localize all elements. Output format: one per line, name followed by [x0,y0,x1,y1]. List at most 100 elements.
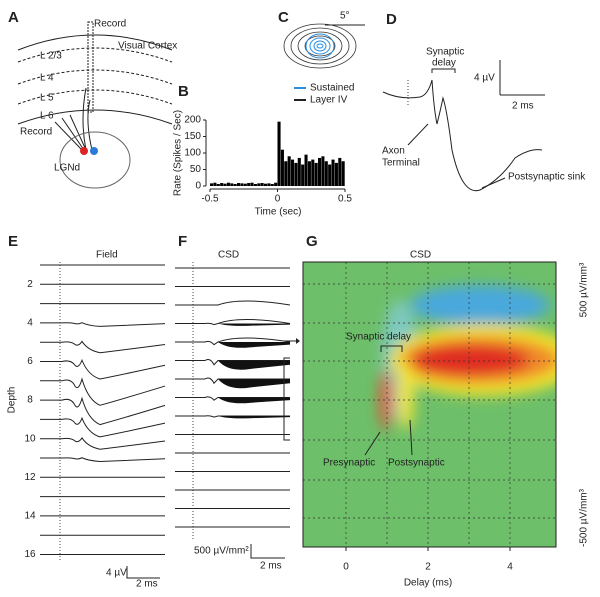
panel-title: CSD [218,250,239,261]
bar [243,183,247,186]
label: Visual Cortex [118,41,177,52]
field-trace [40,396,166,426]
field-trace [40,377,166,406]
label: Presynaptic [323,458,375,469]
bar [247,183,251,186]
bar [216,184,220,186]
bar [226,182,230,186]
bar [237,183,241,186]
scale-label: 500 µV/mm² [194,546,249,557]
label: Axon [382,146,405,157]
bar [267,183,271,186]
white-matter [17,109,173,125]
scale-label: 2 ms [260,561,282,572]
arrow [364,431,381,456]
csd-trace [175,337,291,346]
y-tick-label: 100 [184,148,201,159]
bar [287,156,291,186]
bar [338,157,342,186]
panel-label: D [386,11,397,28]
bar [294,162,298,186]
layer-label: L 2/3 [40,51,62,62]
bar [318,157,322,186]
panel-d: D Synaptic delay 4 µV 2 ms Axon Terminal… [382,11,586,192]
field-trace [40,457,166,463]
panel-label: B [178,83,189,100]
bar [341,161,345,186]
bar [331,159,335,186]
electrode [87,21,94,113]
bar [240,183,244,186]
colorbar-label: 500 µV/mm³ [579,262,590,317]
bar [307,161,311,186]
label: LGNd [54,163,80,174]
legend-label: Sustained [310,83,354,94]
depth-tick-label: 4 [27,318,33,329]
x-tick-label: -0.5 [201,194,219,205]
panel-b: B Rate (Spikes / Sec) Time (sec) 0 50 100 1… [173,83,353,218]
contours-sustained [305,33,335,59]
bar [210,183,214,186]
label: Terminal [382,158,420,169]
delay-bracket [380,345,403,352]
scale-bar [126,566,160,579]
bar [264,183,268,186]
bar [233,184,237,186]
bar [274,182,278,186]
scale-label: 2 ms [512,101,534,112]
y-tick-label: 0 [195,181,201,192]
label: Record [20,127,52,138]
bar [253,184,257,186]
layer-label: L 4 [40,73,54,84]
depth-tick-label: 2 [27,279,33,290]
label: Synaptic [426,47,464,58]
x-tick-label: 2 [425,562,431,573]
bar [304,154,308,186]
lgn-neuron [80,147,88,155]
x-axis-label: Time (sec) [255,207,302,218]
bar [280,149,284,186]
bar [311,159,315,186]
contours [283,23,357,69]
bracket [283,357,290,441]
lgn-neuron [90,147,98,155]
depth-tick-label: 6 [27,356,33,367]
scale-bar [250,544,285,559]
scale-label: 4 µV [106,568,127,579]
csd-sink [218,323,290,326]
depth-tick-label: 14 [24,511,36,522]
panel-g: G CSD 500 µV/mm³ -500 µV/mm³ Delay (ms) … [283,233,590,589]
arrow [481,177,506,189]
colorbar-label: -500 µV/mm³ [579,488,590,547]
csd-sink [218,379,290,389]
panel-title: CSD [410,250,431,261]
label: Record [94,19,126,30]
y-tick-label: 200 [184,115,201,126]
panel-label: C [278,9,289,26]
bar [301,164,305,186]
y-tick-label: 150 [184,131,201,142]
csd-sink [218,342,290,348]
field-trace [40,322,166,327]
scale-label: 2 ms [136,579,158,590]
label: Postsynaptic [388,458,445,469]
bar [250,182,254,186]
label: Synaptic delay [346,332,411,343]
bar [297,157,301,186]
bar [328,164,332,186]
layer-label: L 6 [40,111,54,122]
bar [284,161,288,186]
arrowhead [296,338,300,344]
field-trace [40,416,166,438]
panel-e: E Field Depth 4 µV 2 ms 2 4 6 8 10 12 14 16 [7,233,166,590]
panel-f: F CSD 500 µV/mm² 2 ms [175,233,291,572]
depth-tick-label: 8 [27,395,33,406]
label: delay [432,58,456,69]
heatmap [303,262,556,547]
bar [260,183,264,186]
scale-label: 4 µV [474,73,495,84]
depth-tick-label: 10 [24,433,36,444]
field-trace [40,340,166,354]
csd-sink [218,397,290,404]
